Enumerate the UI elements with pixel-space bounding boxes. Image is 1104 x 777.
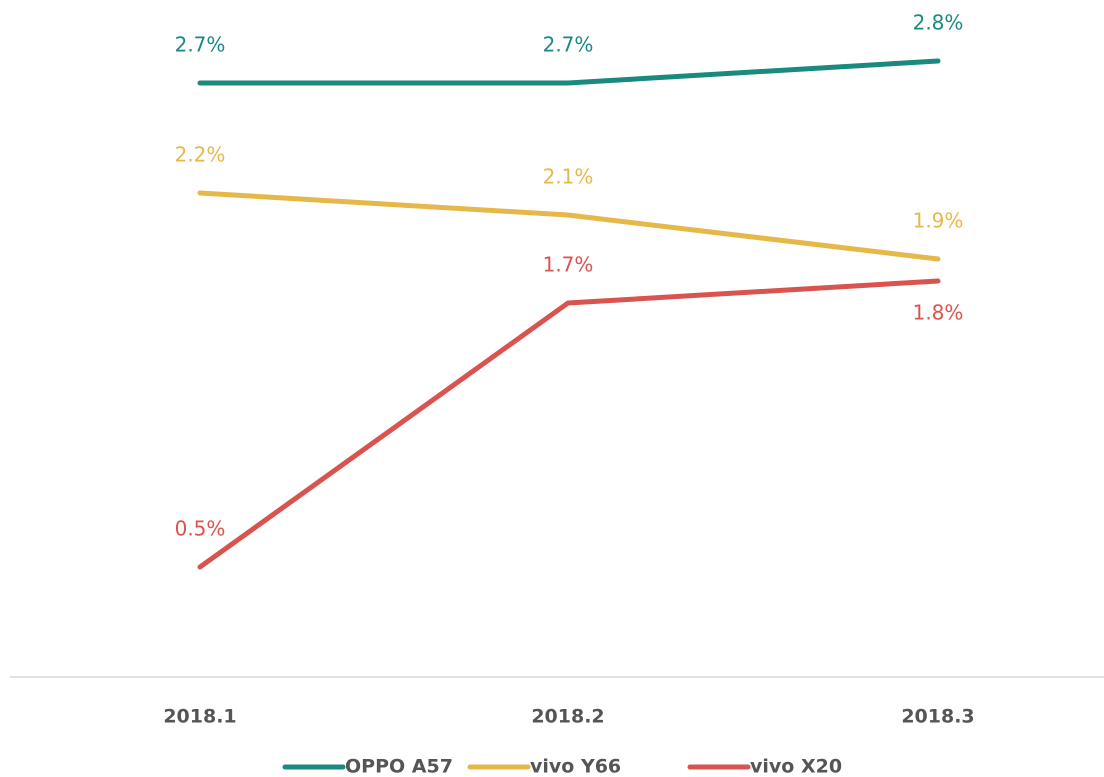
- data-label: 1.8%: [913, 301, 964, 325]
- data-label: 2.2%: [175, 143, 226, 167]
- x-tick-label: 2018.2: [531, 706, 604, 728]
- data-label: 0.5%: [175, 517, 226, 541]
- legend-label: vivo X20: [750, 756, 842, 777]
- series-line: [197, 278, 941, 570]
- data-label: 1.7%: [543, 253, 594, 277]
- legend-label: vivo Y66: [530, 756, 621, 777]
- data-label: 2.7%: [543, 33, 594, 57]
- x-tick-label: 2018.3: [901, 706, 974, 728]
- legend-label: OPPO A57: [345, 756, 453, 777]
- data-label: 2.7%: [175, 33, 226, 57]
- data-label: 1.9%: [913, 209, 964, 233]
- series-line: [197, 190, 941, 262]
- x-tick-label: 2018.1: [163, 706, 236, 728]
- data-label: 2.1%: [543, 165, 594, 189]
- series-line: [197, 58, 941, 86]
- data-label: 2.8%: [913, 11, 964, 35]
